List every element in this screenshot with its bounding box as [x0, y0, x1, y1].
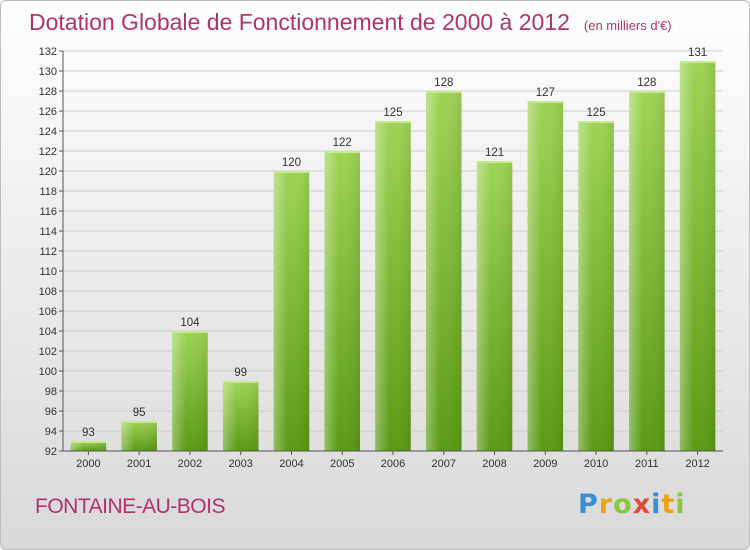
bar-value-label: 131 [688, 47, 707, 59]
bar-value-label: 125 [586, 107, 605, 119]
y-tick-label: 130 [39, 66, 57, 78]
bar-top-edge [121, 421, 157, 423]
chart-title: Dotation Globale de Fonctionnement de 20… [29, 9, 672, 35]
y-tick-label: 124 [39, 126, 57, 138]
bar-value-label: 95 [133, 407, 146, 419]
y-axis: 92 94 96 98 100 102 104 106 108 110 112 114 116 118 12… [39, 46, 64, 458]
y-tick-label: 120 [39, 166, 57, 178]
bar-top-edge [578, 121, 614, 123]
bar-top-edge [172, 331, 208, 333]
bar-shine [70, 441, 107, 451]
x-tick-label: 2003 [228, 458, 252, 470]
bar-value-label: 125 [383, 107, 402, 119]
x-tick-label: 2002 [178, 458, 202, 470]
y-tick-label: 128 [39, 86, 57, 98]
bar-shine [527, 101, 564, 451]
bar-shine [222, 381, 259, 451]
y-tick-label: 116 [39, 206, 57, 218]
bar-value-label: 93 [82, 427, 95, 439]
x-tick-label: 2007 [432, 458, 456, 470]
x-tick-label: 2000 [76, 458, 100, 470]
x-tick-label: 2005 [330, 458, 354, 470]
y-tick-label: 96 [45, 406, 57, 418]
y-tick-label: 132 [39, 46, 57, 58]
y-tick-label: 122 [39, 146, 57, 158]
bar-shine [629, 91, 665, 451]
x-tick-label: 2010 [584, 458, 608, 470]
bar-top-edge [629, 91, 665, 93]
y-tick-label: 106 [39, 306, 57, 318]
x-tick-label: 2001 [127, 458, 151, 470]
x-tick-label: 2011 [635, 458, 659, 470]
bar-top-edge [273, 171, 310, 173]
bar-top-edge [324, 151, 360, 153]
y-tick-label: 98 [45, 386, 57, 398]
y-tick-label: 126 [39, 106, 57, 118]
bar-value-label: 128 [637, 77, 656, 89]
bar-shine [324, 151, 360, 451]
y-tick-label: 118 [39, 186, 57, 198]
bar-value-label: 104 [180, 317, 200, 329]
y-tick-label: 110 [39, 266, 57, 278]
x-axis: 2000 2001 2002 2003 2004 2005 2006 2007 2008 2009… [63, 450, 723, 470]
bar-shine [679, 61, 716, 451]
y-tick-label: 112 [39, 246, 57, 258]
x-tick-label: 2008 [482, 458, 506, 470]
bar-value-label: 120 [282, 157, 301, 169]
bar-top-edge [476, 161, 513, 163]
proxiti-logo: Proxiti [578, 489, 686, 520]
bar-top-edge [426, 91, 462, 93]
bar-top-edge [70, 441, 107, 443]
bar-top-edge [527, 101, 564, 103]
bar-shine [375, 121, 411, 451]
y-tick-label: 114 [39, 226, 57, 238]
bar-shine [121, 421, 157, 451]
x-tick-label: 2004 [279, 458, 303, 470]
y-tick-label: 92 [45, 446, 57, 458]
y-tick-label: 94 [45, 426, 57, 438]
bar-top-edge [679, 61, 716, 63]
bar-shine [476, 161, 513, 451]
bar-value-label: 121 [485, 147, 504, 159]
x-tick-label: 2006 [381, 458, 405, 470]
commune-name: FONTAINE-AU-BOIS [35, 495, 225, 518]
bar-value-label: 99 [234, 367, 247, 379]
x-tick-label: 2012 [685, 458, 709, 470]
y-tick-label: 104 [39, 326, 57, 338]
bar-value-label: 127 [536, 87, 555, 99]
y-tick-label: 102 [39, 346, 57, 358]
bars: 93 95 104 99 120 122 125 128 121 127 125 128 131 [70, 47, 716, 451]
bar-top-edge [375, 121, 411, 123]
y-tick-label: 108 [39, 286, 57, 298]
bar-shine [426, 91, 462, 451]
bar-shine [172, 331, 208, 451]
bar-shine [578, 121, 614, 451]
bar-shine [273, 171, 310, 451]
bar-top-edge [222, 381, 259, 383]
chart-subtitle: (en milliers d'€) [583, 18, 672, 33]
bar-value-label: 122 [333, 137, 352, 149]
x-tick-label: 2009 [533, 458, 557, 470]
y-tick-label: 100 [39, 366, 57, 378]
bar-value-label: 128 [434, 77, 453, 89]
